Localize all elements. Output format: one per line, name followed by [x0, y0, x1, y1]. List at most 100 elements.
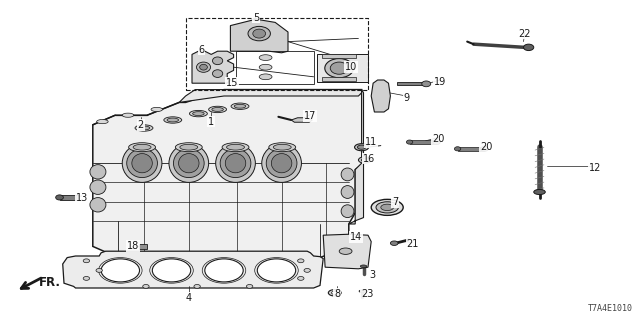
- Bar: [139, 244, 147, 249]
- Ellipse shape: [330, 62, 348, 74]
- Ellipse shape: [173, 149, 204, 178]
- Ellipse shape: [266, 149, 297, 178]
- Ellipse shape: [481, 146, 488, 151]
- Bar: [322, 77, 356, 81]
- Text: 14: 14: [349, 232, 362, 242]
- Ellipse shape: [376, 202, 398, 213]
- Polygon shape: [63, 251, 323, 288]
- Ellipse shape: [164, 117, 182, 123]
- Ellipse shape: [259, 55, 272, 60]
- Ellipse shape: [253, 29, 266, 38]
- Ellipse shape: [90, 180, 106, 195]
- Ellipse shape: [454, 147, 461, 151]
- Ellipse shape: [328, 290, 341, 296]
- Polygon shape: [349, 90, 364, 224]
- Ellipse shape: [129, 143, 156, 152]
- Text: 7: 7: [392, 197, 398, 207]
- Ellipse shape: [359, 290, 365, 292]
- Polygon shape: [291, 118, 312, 122]
- Polygon shape: [93, 90, 364, 258]
- Text: 18: 18: [127, 241, 140, 251]
- Ellipse shape: [234, 104, 246, 108]
- Text: 4: 4: [186, 293, 192, 303]
- Text: 3: 3: [369, 270, 376, 280]
- Text: 21: 21: [406, 239, 419, 249]
- Ellipse shape: [298, 276, 304, 280]
- Ellipse shape: [212, 108, 223, 111]
- Ellipse shape: [227, 144, 244, 150]
- Ellipse shape: [90, 164, 106, 179]
- Ellipse shape: [135, 125, 153, 131]
- Ellipse shape: [175, 143, 202, 152]
- Text: 5: 5: [253, 12, 259, 23]
- Ellipse shape: [371, 199, 403, 215]
- Ellipse shape: [167, 118, 179, 122]
- Text: 19: 19: [434, 76, 447, 87]
- Ellipse shape: [196, 62, 211, 72]
- Text: 9: 9: [403, 92, 410, 103]
- Bar: [322, 54, 356, 58]
- Polygon shape: [323, 234, 371, 269]
- Text: 1: 1: [208, 116, 214, 127]
- Ellipse shape: [341, 186, 354, 198]
- Text: 23: 23: [361, 289, 374, 299]
- Ellipse shape: [422, 81, 431, 87]
- Ellipse shape: [179, 154, 199, 173]
- Text: 6: 6: [198, 44, 205, 55]
- Text: FR.: FR.: [38, 276, 60, 289]
- Polygon shape: [179, 90, 362, 102]
- Ellipse shape: [361, 158, 368, 162]
- Bar: [397, 82, 428, 85]
- Text: 20: 20: [480, 141, 493, 152]
- Ellipse shape: [189, 110, 207, 117]
- Ellipse shape: [381, 204, 394, 211]
- Ellipse shape: [212, 70, 223, 77]
- Text: 22: 22: [518, 28, 531, 39]
- Polygon shape: [371, 80, 390, 112]
- Ellipse shape: [246, 284, 253, 288]
- Ellipse shape: [298, 259, 304, 263]
- Ellipse shape: [180, 144, 198, 150]
- Bar: [317, 54, 368, 82]
- Ellipse shape: [248, 27, 271, 41]
- Ellipse shape: [220, 149, 251, 178]
- Ellipse shape: [390, 241, 398, 245]
- Text: T7A4E1010: T7A4E1010: [588, 304, 632, 313]
- Ellipse shape: [332, 291, 338, 294]
- Ellipse shape: [205, 259, 243, 282]
- Ellipse shape: [259, 74, 272, 80]
- Bar: [60, 195, 79, 200]
- Ellipse shape: [152, 259, 191, 282]
- Ellipse shape: [83, 259, 90, 263]
- Ellipse shape: [101, 259, 140, 282]
- Text: 2: 2: [138, 120, 144, 130]
- Polygon shape: [192, 51, 234, 83]
- Ellipse shape: [151, 107, 163, 112]
- Ellipse shape: [259, 64, 272, 70]
- Ellipse shape: [271, 154, 292, 173]
- Ellipse shape: [138, 126, 150, 130]
- Text: 10: 10: [344, 62, 357, 72]
- Ellipse shape: [194, 284, 200, 288]
- Bar: [410, 140, 436, 144]
- Text: 20: 20: [432, 134, 445, 144]
- Ellipse shape: [325, 59, 354, 78]
- Ellipse shape: [96, 268, 102, 272]
- Ellipse shape: [273, 144, 291, 150]
- Ellipse shape: [169, 144, 209, 182]
- Text: 8: 8: [334, 289, 340, 299]
- Ellipse shape: [257, 259, 296, 282]
- Ellipse shape: [433, 140, 440, 145]
- Polygon shape: [230, 19, 288, 53]
- Ellipse shape: [524, 44, 534, 51]
- Bar: [186, 18, 368, 90]
- Text: 17: 17: [304, 111, 317, 121]
- Ellipse shape: [360, 265, 367, 268]
- Ellipse shape: [133, 144, 151, 150]
- Ellipse shape: [358, 157, 371, 163]
- Ellipse shape: [231, 103, 249, 109]
- Ellipse shape: [193, 112, 204, 116]
- Ellipse shape: [534, 189, 545, 195]
- Ellipse shape: [90, 197, 106, 212]
- Ellipse shape: [56, 195, 63, 200]
